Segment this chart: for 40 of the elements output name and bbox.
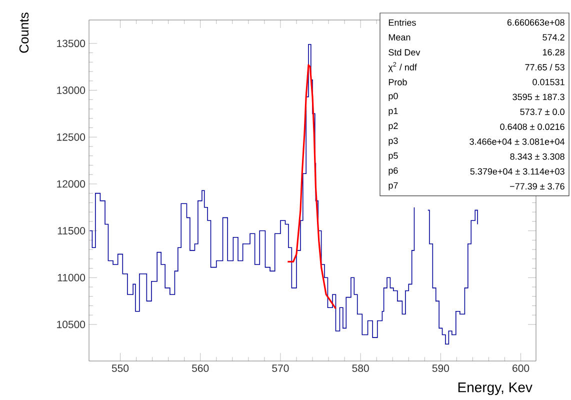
y-axis-title: Counts	[19, 12, 29, 53]
x-tick-label: 580	[352, 364, 369, 372]
y-tick-label: 12000	[57, 180, 86, 188]
x-axis-title: Energy, Kev	[458, 382, 532, 396]
y-tick-label: 11000	[58, 274, 86, 282]
annotation: 8.343 ± 3.308	[510, 153, 564, 160]
x-tick-label: 600	[512, 364, 530, 372]
y-tick-label: 10500	[57, 320, 86, 328]
annotation: −77.39 ± 3.76	[510, 183, 564, 190]
annotation: Mean	[388, 34, 410, 40]
annotation: 0.01531	[532, 78, 564, 86]
x-tick-label: 560	[192, 364, 209, 372]
annotation: χ$^{2}$ / ndf	[388, 62, 417, 72]
annotation: Prob	[388, 78, 407, 86]
annotation: Entries	[388, 19, 416, 26]
annotation: p3	[388, 138, 398, 146]
annotation: 573.7 ± 0.0	[520, 108, 564, 116]
annotation: 0.6408 ± 0.0216	[500, 124, 564, 130]
annotation: Std Dev	[388, 48, 420, 56]
annotation: p0	[388, 92, 398, 102]
annotation: p6	[388, 167, 398, 176]
x-tick-label: 550	[112, 364, 129, 372]
annotation: 3.466e+04 ± 3.081e+04	[470, 138, 565, 145]
line-series	[286, 64, 337, 310]
annotation: p2	[388, 122, 398, 131]
annotation: 3595 ± 187.3	[512, 94, 564, 100]
y-tick-label: 12500	[57, 133, 86, 141]
x-tick-label: 590	[432, 364, 450, 372]
y-tick-label: 11500	[58, 227, 86, 235]
annotation: p1	[388, 108, 398, 116]
y-tick-label: 13000	[57, 86, 86, 94]
annotation: p7	[388, 182, 398, 190]
annotation: 77.65 / 53	[525, 64, 564, 70]
annotation: p5	[388, 152, 398, 161]
annotation: 5.379e+04 ± 3.114e+03	[470, 168, 564, 175]
y-tick-label: 13500	[57, 40, 86, 48]
annotation: 6.660663e+08	[507, 19, 564, 26]
x-tick-label: 570	[272, 364, 289, 372]
text: 16.28	[542, 49, 564, 56]
text: 574.2	[542, 34, 564, 41]
